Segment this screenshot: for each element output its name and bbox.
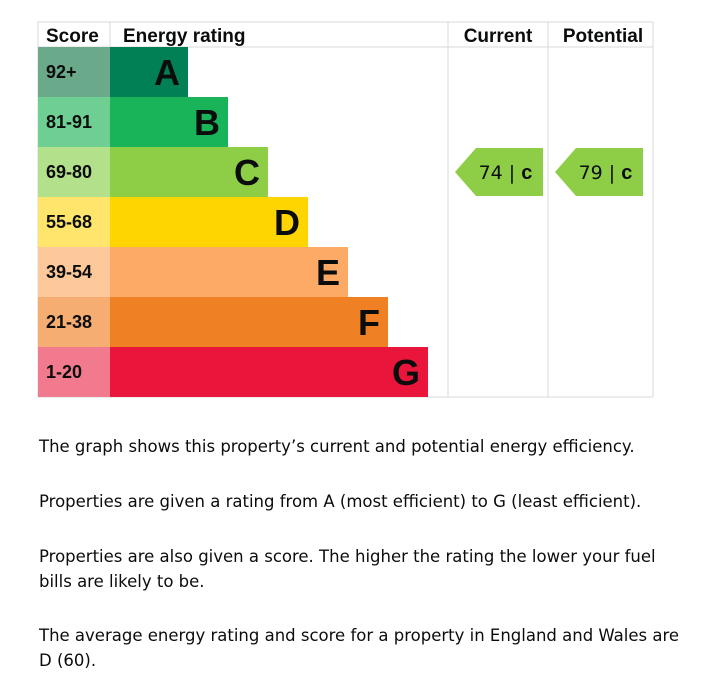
score-range-c: 69-80	[46, 162, 92, 182]
score-cell-f	[38, 297, 110, 347]
bar-letter-b: B	[194, 102, 220, 143]
potential-rating-marker-letter: c	[621, 162, 632, 184]
header-current: Current	[464, 26, 533, 47]
bar-g	[110, 347, 428, 397]
band-a: 92+ A	[38, 47, 188, 97]
bar-letter-d: D	[274, 202, 300, 243]
band-c: 69-80 C	[38, 147, 268, 197]
bar-letter-e: E	[316, 252, 340, 293]
score-range-f: 21-38	[46, 312, 92, 332]
potential-rating-marker-arrow	[555, 148, 643, 196]
potential-rating-marker: 79 | c	[555, 148, 643, 196]
bar-letter-f: F	[358, 302, 380, 343]
band-b: 81-91 B	[38, 97, 228, 147]
rating-markers: 74 | c 79 | c	[455, 148, 643, 196]
current-rating-marker-score: 74 |	[479, 162, 522, 184]
current-rating-marker-letter: c	[521, 162, 532, 184]
score-cell-g	[38, 347, 110, 397]
bar-letter-c: C	[234, 152, 260, 193]
band-e: 39-54 E	[38, 247, 348, 297]
score-range-a: 92+	[46, 62, 77, 82]
current-rating-marker-value: 74 | c	[479, 162, 533, 184]
score-range-g: 1-20	[46, 362, 82, 382]
header-energy-rating: Energy rating	[123, 26, 245, 47]
rating-bands: 92+ A 81-91 B 69-80 C 55-68 D 39-54 E 21-38 F 1-20 G	[38, 47, 428, 397]
bar-c	[110, 147, 268, 197]
epc-chart: Score Energy rating Current Potential 92…	[37, 21, 654, 398]
header-score: Score	[46, 26, 99, 47]
bar-f	[110, 297, 388, 347]
header-potential: Potential	[563, 26, 643, 47]
score-range-d: 55-68	[46, 212, 92, 232]
potential-rating-marker-score: 79 |	[579, 162, 622, 184]
bar-b	[110, 97, 228, 147]
paragraph-average-rating: The average energy rating and score for …	[39, 626, 680, 670]
bar-a	[110, 47, 188, 97]
bar-e	[110, 247, 348, 297]
band-d: 55-68 D	[38, 197, 308, 247]
score-cell-b	[38, 97, 110, 147]
score-cell-e	[38, 247, 110, 297]
bar-letter-g: G	[392, 352, 420, 393]
band-f: 21-38 F	[38, 297, 388, 347]
score-range-e: 39-54	[46, 262, 92, 282]
potential-rating-marker-value: 79 | c	[579, 162, 633, 184]
band-g: 1-20 G	[38, 347, 428, 397]
score-range-b: 81-91	[46, 112, 92, 132]
current-rating-marker-arrow	[455, 148, 543, 196]
paragraph-graph-description: The graph shows this property’s current …	[39, 437, 635, 456]
paragraph-rating-range: Properties are given a rating from A (mo…	[39, 492, 642, 511]
score-cell-c	[38, 147, 110, 197]
paragraph-score-explanation: Properties are also given a score. The h…	[39, 547, 656, 591]
score-cell-a	[38, 47, 110, 97]
bar-letter-a: A	[154, 52, 180, 93]
current-rating-marker: 74 | c	[455, 148, 543, 196]
score-cell-d	[38, 197, 110, 247]
bar-d	[110, 197, 308, 247]
